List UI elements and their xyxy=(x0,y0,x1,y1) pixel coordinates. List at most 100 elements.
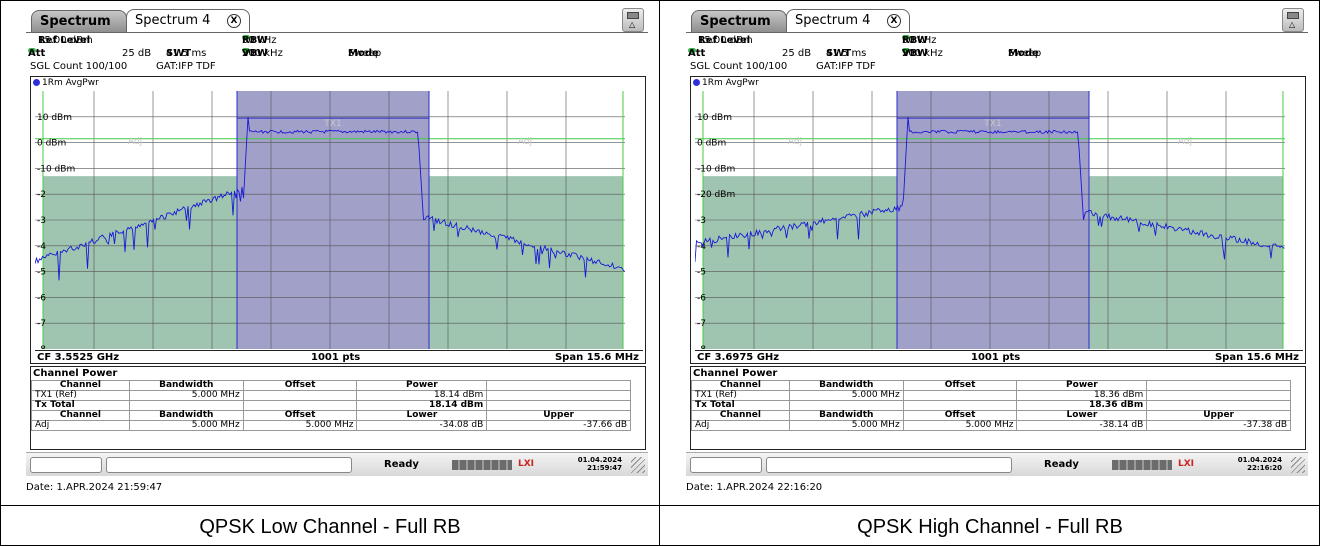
table-cell: 5.000 MHz xyxy=(128,420,244,431)
table-header: Offset xyxy=(902,410,1018,421)
resize-grip-icon[interactable] xyxy=(1291,457,1305,473)
status-field-2[interactable] xyxy=(766,457,1012,473)
spectrum-plot[interactable]: 10 dBm 0 dBm -10 dBm -2 -3 -4 -5 -6 -7 -8 Adj TX1 Ad… xyxy=(35,91,625,349)
tab-spectrum-4[interactable]: Spectrum 4 X xyxy=(786,9,910,32)
table-header: Bandwidth xyxy=(128,410,244,421)
ref-level-label: Ref Level xyxy=(698,35,751,46)
y-axis-label: -4 xyxy=(697,242,706,252)
adj-left-band xyxy=(43,176,237,349)
status-field-1[interactable] xyxy=(30,457,102,473)
table-cell: Adj xyxy=(691,420,790,431)
y-axis-label: -6 xyxy=(37,293,46,303)
tab-spectrum-4[interactable]: Spectrum 4 X xyxy=(126,9,250,32)
monitor-icon xyxy=(627,12,639,19)
center-frequency: CF 3.6975 GHz xyxy=(697,352,780,363)
screen-toggle-button[interactable]: △ xyxy=(622,8,644,32)
measurement-settings: Ref Level 15.00 dBm Att 25 dB SWT 41.5 m… xyxy=(686,34,1308,76)
table-cell: Tx Total xyxy=(691,400,790,411)
screen-toggle-button[interactable]: △ xyxy=(1282,8,1304,32)
y-axis-label: 10 dBm xyxy=(37,113,72,123)
table-header: Upper xyxy=(1146,410,1291,421)
status-dot-icon xyxy=(902,48,910,53)
table-cell: -38.14 dB xyxy=(1016,420,1148,431)
trace-label: 1Rm AvgPwr xyxy=(693,78,759,88)
table-header-row: Channel Bandwidth Offset Power xyxy=(691,380,1291,391)
progress-meter xyxy=(1112,460,1172,470)
table-row: Tx Total 18.36 dBm xyxy=(691,400,1291,411)
status-dot-icon xyxy=(688,48,696,53)
table-header: Offset xyxy=(242,380,358,391)
table-header: Upper xyxy=(486,410,631,421)
tab-divider xyxy=(686,32,1308,33)
status-bar: Ready LXI 01.04.2024 22:16:20 xyxy=(686,452,1308,476)
table-header xyxy=(486,380,631,391)
trace-dot-icon xyxy=(33,79,40,86)
spectrum-svg: 10 dBm 0 dBm -10 dBm -20 dBm -3 -4 -5 -6 -7 -8 Adj… xyxy=(695,91,1285,349)
table-cell: -37.66 dB xyxy=(486,420,631,431)
table-header: Channel xyxy=(31,410,130,421)
vbw-value: 200 kHz xyxy=(902,48,943,59)
status-field-1[interactable] xyxy=(690,457,762,473)
trace-label: 1Rm AvgPwr xyxy=(33,78,99,88)
table-header: Power xyxy=(356,380,488,391)
table-header-row: Channel Bandwidth Offset Lower Upper xyxy=(691,410,1291,421)
table-cell xyxy=(902,400,1018,411)
att-value: 25 dB xyxy=(122,48,152,59)
swt-label: SWT xyxy=(826,48,852,59)
y-axis-label: 0 dBm xyxy=(37,139,66,149)
center-frequency: CF 3.5525 GHz xyxy=(37,352,120,363)
y-axis-label: -6 xyxy=(697,293,706,303)
screenshot-datestamp: Date: 1.APR.2024 22:16:20 xyxy=(686,482,823,493)
y-axis-label: 0 dBm xyxy=(697,139,726,149)
adj-left-band xyxy=(703,176,897,349)
table-header: Bandwidth xyxy=(128,380,244,391)
trace-window: 1Rm AvgPwr 10 dBm 0 dBm -10 dBm -20 dBm -3 -4… xyxy=(690,76,1306,364)
channel-power-table: Channel Bandwidth Offset Power TX1 (Ref)… xyxy=(691,380,1291,431)
ref-level-value: 15.00 dBm xyxy=(38,35,93,46)
spectrum-plot[interactable]: 10 dBm 0 dBm -10 dBm -20 dBm -3 -4 -5 -6 -7 -8 Adj… xyxy=(695,91,1285,349)
table-cell xyxy=(486,390,631,401)
panel-high-channel: Spectrum Spectrum 4 X △ Ref Level 15.00 … xyxy=(660,0,1320,546)
table-cell: 5.000 MHz xyxy=(902,420,1018,431)
table-cell: -34.08 dB xyxy=(356,420,488,431)
spectrum-trace xyxy=(35,117,625,281)
lxi-logo-icon: LXI xyxy=(518,459,535,469)
table-header-row: Channel Bandwidth Offset Power xyxy=(31,380,631,391)
status-field-2[interactable] xyxy=(106,457,352,473)
y-axis-label: -3 xyxy=(37,216,46,226)
att-value: 25 dB xyxy=(782,48,812,59)
y-axis-label: -8 xyxy=(37,345,46,349)
close-icon[interactable]: X xyxy=(887,14,901,28)
rbw-label: RBW xyxy=(902,35,928,46)
table-cell: TX1 (Ref) xyxy=(691,390,790,401)
adj-right-label: Adj xyxy=(1178,137,1192,147)
table-cell: -37.38 dB xyxy=(1146,420,1291,431)
att-label: Att xyxy=(28,48,46,59)
frequency-span: Span 15.6 MHz xyxy=(1214,352,1299,363)
table-header: Lower xyxy=(1016,410,1148,421)
monitor-icon xyxy=(1287,12,1299,19)
sgl-count: SGL Count 100/100 xyxy=(690,61,788,72)
vbw-label: VBW xyxy=(902,48,928,59)
triangle-icon: △ xyxy=(1289,20,1296,29)
table-row: Adj 5.000 MHz 5.000 MHz -34.08 dB -37.66… xyxy=(31,420,631,431)
tab-spectrum[interactable]: Spectrum xyxy=(31,10,127,32)
trace-window: 1Rm AvgPwr 10 dBm 0 dBm -10 dBm -2 -3 -4 -5 -6 -… xyxy=(30,76,646,364)
table-cell: 18.36 dBm xyxy=(1016,390,1148,401)
resize-grip-icon[interactable] xyxy=(631,457,645,473)
close-icon[interactable]: X xyxy=(227,14,241,28)
tab-spectrum[interactable]: Spectrum xyxy=(691,10,787,32)
adj-right-label: Adj xyxy=(518,137,532,147)
trace-dot-icon xyxy=(693,79,700,86)
table-cell xyxy=(788,400,904,411)
adj-right-band xyxy=(429,176,623,349)
table-header: Channel xyxy=(691,380,790,391)
figure-caption: QPSK Low Channel - Full RB xyxy=(199,516,461,538)
table-cell xyxy=(242,400,358,411)
table-cell: 5.000 MHz xyxy=(788,420,904,431)
rbw-label: RBW xyxy=(242,35,268,46)
table-header xyxy=(1146,380,1291,391)
triangle-icon: △ xyxy=(629,20,636,29)
adj-right-band xyxy=(1089,176,1283,349)
status-dot-icon xyxy=(28,48,36,53)
